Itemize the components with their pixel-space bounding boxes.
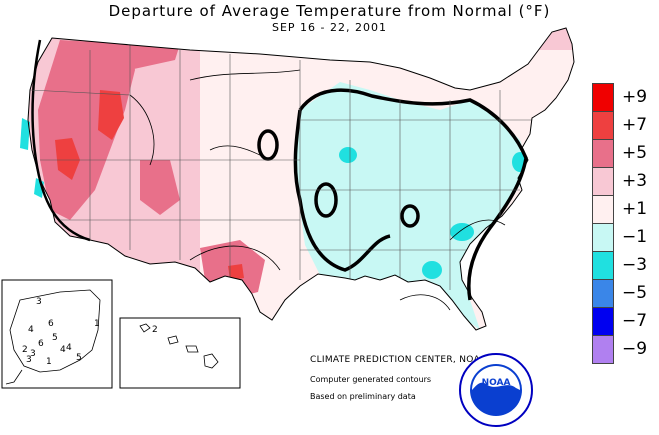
- legend-swatch: [592, 139, 614, 168]
- idaho-hot-spot: [98, 90, 124, 140]
- alaska-value: 2: [22, 345, 28, 355]
- legend-label: +7: [622, 115, 648, 135]
- alaska-value: 6: [48, 319, 54, 329]
- legend-swatch: [592, 307, 614, 336]
- legend-swatch: [592, 111, 614, 140]
- alaska-value: 1: [46, 357, 52, 367]
- alaska-value: 5: [52, 333, 58, 343]
- carolina-cold-spot: [450, 223, 474, 241]
- texas-hot-spot: [228, 264, 244, 280]
- alaska-value: 3: [30, 349, 36, 359]
- northwest-warm-region: [38, 40, 135, 220]
- legend-swatch: [592, 167, 614, 196]
- iowa-cold-spot: [339, 147, 357, 163]
- alaska-value: 6: [38, 339, 44, 349]
- date-range: SEP 16 - 22, 2001: [271, 21, 387, 34]
- hawaii-inset: 2: [119, 317, 241, 389]
- alaska-inset: [1, 279, 113, 389]
- legend-label: −5: [622, 283, 648, 303]
- state-borders: [29, 44, 560, 290]
- utah-warm-region: [140, 160, 180, 215]
- credit-line-center: CLIMATE PREDICTION CENTER, NOAA: [310, 355, 487, 365]
- map-title: Departure of Average Temperature from No…: [108, 2, 551, 20]
- credit-line-contours: Computer generated contours: [310, 375, 432, 384]
- legend-swatch: [592, 223, 614, 252]
- legend-label: −1: [622, 227, 648, 247]
- legend-label: +1: [622, 199, 648, 219]
- alaska-value: 4: [60, 345, 66, 355]
- alaska-value: 3: [36, 297, 42, 307]
- legend-label: −9: [622, 339, 648, 359]
- georgia-cold-spot: [422, 261, 442, 279]
- alaska-value: 1: [94, 319, 100, 329]
- legend-label: +3: [622, 171, 648, 191]
- california-hot-spot: [55, 138, 80, 180]
- noaa-seagull-logo: NOAA: [459, 353, 533, 427]
- washington-coast-cool-spot: [20, 118, 30, 150]
- legend-swatch: [592, 195, 614, 224]
- legend-label: −7: [622, 311, 648, 331]
- zero-contour-lines: [31, 39, 528, 301]
- alaska-value: 5: [76, 353, 82, 363]
- legend-label: +9: [622, 87, 648, 107]
- legend-swatch: [592, 251, 614, 280]
- credit-line-data: Based on preliminary data: [310, 392, 416, 401]
- alaska-value: 4: [66, 343, 72, 353]
- legend-swatch: [592, 335, 614, 364]
- thin-contour-lines: [129, 69, 506, 311]
- legend-label: −3: [622, 255, 648, 275]
- hawaii-value: 2: [152, 325, 158, 335]
- legend-swatch: [592, 279, 614, 308]
- noaa-logo-text: NOAA: [482, 378, 511, 388]
- legend-swatch: [592, 83, 614, 112]
- legend-label: +5: [622, 143, 648, 163]
- alaska-value: 3: [26, 355, 32, 365]
- alaska-value: 4: [28, 325, 34, 335]
- montana-warm-region: [85, 40, 180, 72]
- alaska-contour-values: 3 1 4 6 5 6 3 4 5 4 3 2 1: [22, 297, 100, 367]
